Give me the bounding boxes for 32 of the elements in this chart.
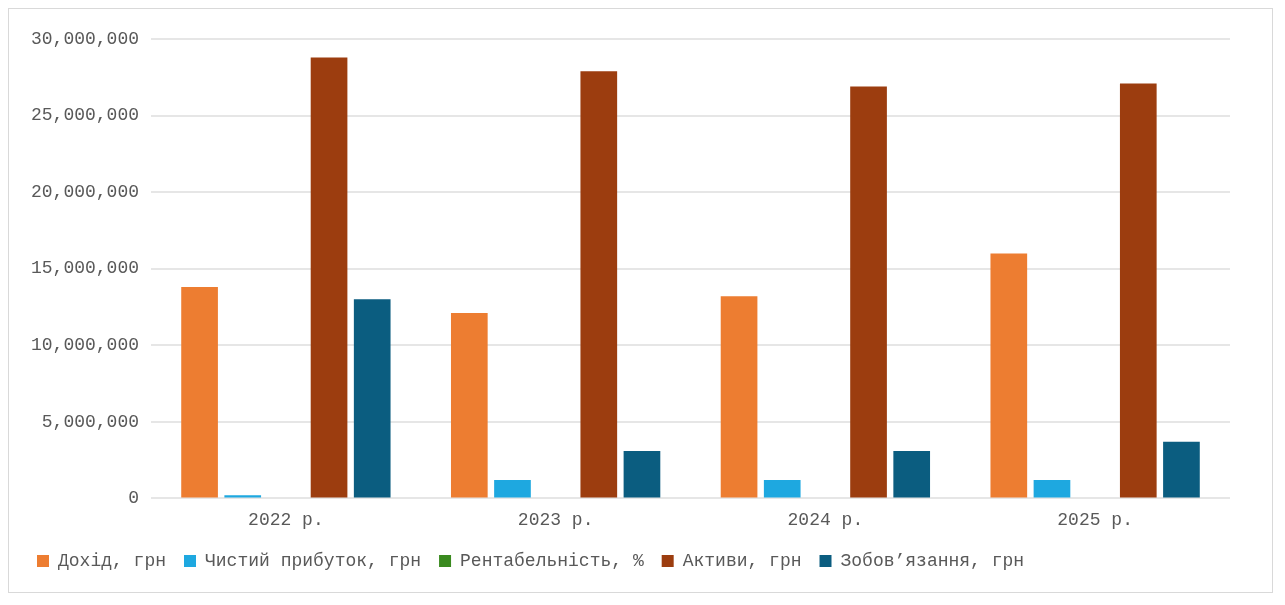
legend-label: Рентабельність, % <box>460 550 644 571</box>
y-tick-label: 30,000,000 <box>30 28 140 49</box>
x-tick-label: 2024 р. <box>787 509 864 530</box>
x-tick-label: 2023 р. <box>517 509 594 530</box>
bar <box>310 57 348 498</box>
bar <box>494 480 531 498</box>
bar <box>181 287 218 498</box>
bar <box>450 313 488 498</box>
y-tick-label: 10,000,000 <box>30 335 140 356</box>
y-tick-label: 20,000,000 <box>30 181 140 202</box>
bar <box>720 296 758 498</box>
legend-label: Активи, грн <box>682 550 802 571</box>
y-tick-label: 25,000,000 <box>30 105 140 126</box>
y-tick-label: 15,000,000 <box>30 258 140 279</box>
bar <box>850 86 887 498</box>
legend-label: Чистий прибуток, грн <box>205 550 422 571</box>
bar <box>893 450 931 498</box>
bar <box>763 480 801 498</box>
y-tick-label: 5,000,000 <box>41 411 140 432</box>
bar <box>1163 441 1200 498</box>
bar <box>1119 83 1157 498</box>
bar <box>224 495 262 498</box>
bar <box>580 71 618 498</box>
legend-label: Зобов’язання, грн <box>840 550 1025 571</box>
y-tick-label: 0 <box>128 488 140 509</box>
x-tick-label: 2025 р. <box>1057 509 1133 530</box>
bar <box>1033 480 1071 498</box>
bar <box>623 450 661 498</box>
legend-label: Дохід, грн <box>58 550 167 571</box>
bar <box>990 253 1028 498</box>
bar <box>353 299 391 498</box>
x-tick-label: 2022 р. <box>248 509 324 530</box>
